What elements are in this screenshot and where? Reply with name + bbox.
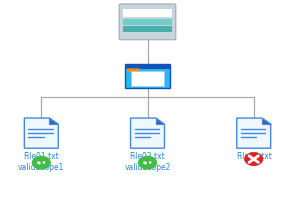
Circle shape xyxy=(245,153,263,165)
FancyBboxPatch shape xyxy=(131,71,164,86)
FancyBboxPatch shape xyxy=(127,68,140,72)
Circle shape xyxy=(139,156,156,169)
FancyBboxPatch shape xyxy=(125,64,170,69)
Text: File01.txt
validScope1: File01.txt validScope1 xyxy=(18,152,65,172)
Circle shape xyxy=(32,156,50,169)
FancyBboxPatch shape xyxy=(123,26,172,32)
Polygon shape xyxy=(24,118,58,148)
FancyBboxPatch shape xyxy=(123,9,172,17)
Circle shape xyxy=(244,152,264,166)
FancyBboxPatch shape xyxy=(123,19,172,25)
Text: File02.txt
validScope2: File02.txt validScope2 xyxy=(124,152,171,172)
Text: File03.txt: File03.txt xyxy=(236,152,272,161)
Polygon shape xyxy=(262,118,271,124)
Polygon shape xyxy=(237,118,271,148)
FancyBboxPatch shape xyxy=(119,4,176,40)
FancyBboxPatch shape xyxy=(125,64,170,88)
Polygon shape xyxy=(50,118,58,124)
Polygon shape xyxy=(156,118,165,124)
Polygon shape xyxy=(130,118,165,148)
